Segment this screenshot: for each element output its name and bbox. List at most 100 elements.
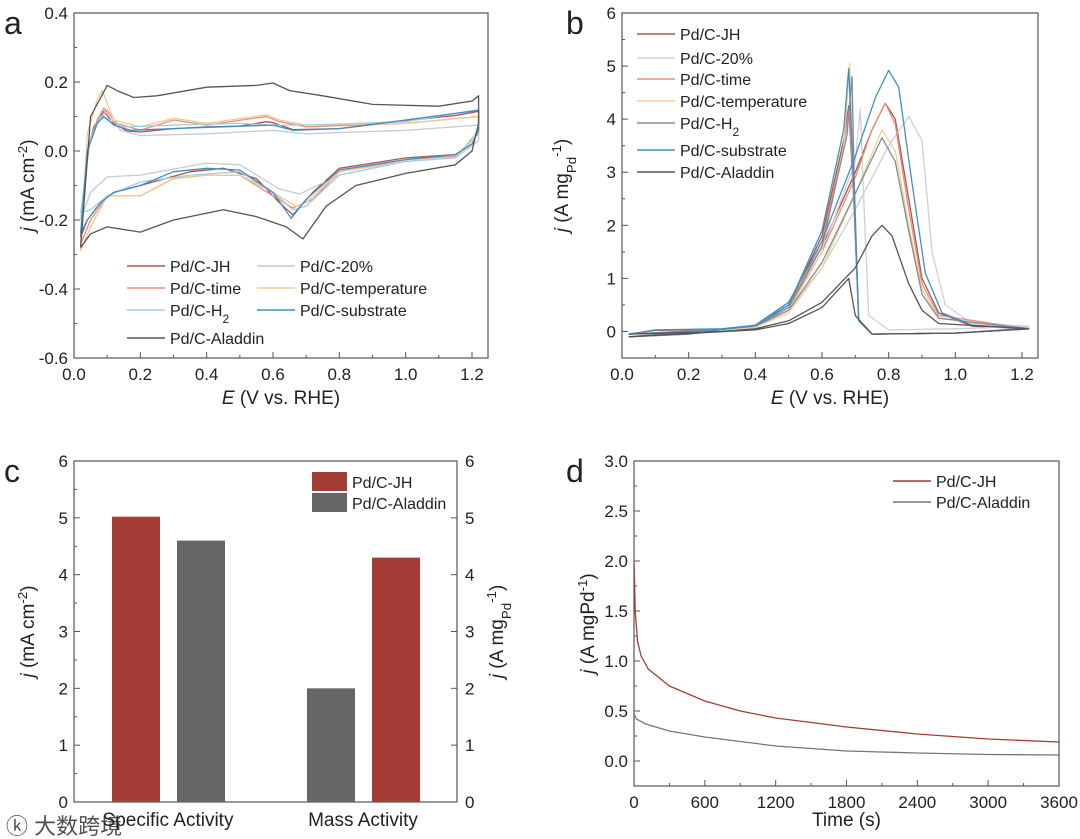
x-tick-label: 0.4: [195, 365, 219, 384]
y-axis-label: j (A mgPd-1): [549, 139, 579, 236]
y-tick-label: 0: [607, 322, 616, 341]
label-part: -1: [484, 591, 499, 603]
x-tick-label: 1.0: [944, 365, 968, 384]
label-part: 2: [732, 125, 739, 139]
x-axis-label: E (V vs. RHE): [771, 388, 889, 409]
label-part: ): [18, 585, 39, 591]
series-line-pd-c-h2: [628, 76, 1030, 338]
y-tick-label: 4: [607, 110, 616, 129]
y-tick-label: 0.0: [604, 752, 628, 771]
label-part: ): [578, 573, 599, 579]
x-tick-label: 0.0: [62, 365, 86, 384]
x-tick-label: 1800: [828, 793, 866, 812]
label-part: j: [578, 669, 599, 677]
y-tick-label: -0.2: [39, 211, 68, 230]
label-part: (V vs. RHE): [235, 388, 341, 409]
label-part: j: [18, 673, 39, 681]
label-part: j: [552, 227, 573, 235]
label-part: Pd/C-H: [170, 303, 222, 320]
legend-label: Pd/C-JH: [680, 27, 740, 44]
label-part: (mA cm: [18, 604, 39, 674]
y-tick-label: 2: [59, 679, 68, 698]
label-part: (A mgPd: [578, 591, 599, 669]
x-tick-label: 0.4: [744, 365, 768, 384]
legend-label: Pd/C-Aladdin: [170, 331, 264, 348]
legend-label: Pd/C-time: [680, 72, 751, 89]
y-right-tick-label: 0: [465, 793, 474, 812]
panel-letter: c: [4, 453, 20, 489]
x-tick-label: 0: [629, 793, 638, 812]
x-tick-label: 1.2: [460, 365, 484, 384]
legend-label: Pd/C-time: [170, 281, 241, 298]
series-line-pd-c-substrate: [79, 109, 480, 235]
legend-label: Pd/C-Aladdin: [352, 496, 446, 513]
label-part: 2: [222, 312, 229, 326]
y-tick-label: 4: [59, 566, 68, 585]
label-part: -1: [575, 580, 590, 592]
legend-label: Pd/C-JH: [352, 475, 412, 492]
bar-pd-c-jh: [372, 557, 420, 802]
x-tick-label: 0.8: [877, 365, 901, 384]
x-tick-label: 1200: [757, 793, 795, 812]
panel-letter: d: [566, 453, 584, 489]
x-tick-label: 1.0: [394, 365, 418, 384]
y-tick-label: 1: [607, 269, 616, 288]
legend-label: Pd/C-temperature: [300, 281, 427, 298]
bar-pd-c-aladdin: [177, 540, 225, 802]
y-axis-label: j (mA cm-2): [15, 139, 40, 234]
x-axis-label: E (V vs. RHE): [222, 388, 340, 409]
series-line-pd-c-jh: [634, 560, 1059, 743]
x-tick-label: 1.2: [1010, 365, 1034, 384]
legend-label: Pd/C-substrate: [680, 143, 787, 160]
legend-label: Pd/C-20%: [300, 259, 373, 276]
y-tick-label: 3: [607, 163, 616, 182]
y-right-tick-label: 5: [465, 509, 474, 528]
series-line-pd-c-time: [79, 107, 480, 245]
legend-label: Pd/C-JH: [936, 474, 996, 491]
y-tick-label: 5: [59, 509, 68, 528]
y-tick-label: 1: [59, 736, 68, 755]
y-right-tick-label: 3: [465, 623, 474, 642]
x-tick-label: 0.6: [261, 365, 285, 384]
label-part: (A mg: [552, 173, 573, 228]
bar-pd-c-jh: [112, 516, 160, 802]
panel-letter: b: [566, 5, 584, 41]
label-part: Pd: [499, 603, 514, 619]
y-right-tick-label: 6: [465, 452, 474, 471]
x-tick-label: 3000: [969, 793, 1007, 812]
y-tick-label: 2.5: [604, 502, 628, 521]
y-right-tick-label: 1: [465, 736, 474, 755]
plot-frame: [621, 12, 1039, 359]
y-tick-label: -0.4: [39, 280, 68, 299]
x-tick-label: 0.0: [610, 365, 634, 384]
y-axis-label: j (mA cm-2): [15, 585, 40, 680]
y-tick-label: 2: [607, 216, 616, 235]
legend-label: Pd/C-20%: [680, 51, 753, 68]
watermark: ⓚ 大数跨境: [6, 814, 122, 839]
plot-frame: [73, 12, 489, 359]
y-tick-label: 6: [607, 4, 616, 23]
y-tick-label: 6: [59, 452, 68, 471]
x-tick-label: 3600: [1040, 793, 1078, 812]
label-part: (V vs. RHE): [784, 388, 890, 409]
y-tick-label: 2.0: [604, 552, 628, 571]
series-line-pd-c-aladdin: [79, 82, 480, 248]
x-tick-label: 0.8: [328, 365, 352, 384]
y-tick-label: 0.5: [604, 702, 628, 721]
panel-c: c0 01 12 23 34 45 56 6j (mA cm-2)j (A mgPd-1)Pd…: [4, 452, 514, 831]
y-axis-label: j (A mgPd-1): [575, 573, 600, 677]
label-part: E: [771, 388, 784, 409]
series-line-pd-c-h2: [79, 108, 480, 214]
legend-label: Pd/C-H2: [680, 116, 739, 139]
legend-label: Pd/C-Aladdin: [936, 495, 1030, 512]
bar-pd-c-aladdin: [307, 688, 355, 802]
x-axis-label: Time (s): [812, 810, 881, 831]
series-line-pd-c-temperature: [79, 89, 480, 252]
y-tick-label: 0: [59, 793, 68, 812]
y-tick-label: -0.6: [39, 349, 68, 368]
x-tick-label: 0.2: [677, 365, 701, 384]
label-part: -1: [549, 145, 564, 157]
series-line-pd-c-aladdin: [634, 713, 1059, 756]
y-right-axis-label: j (A mgPd-1): [484, 585, 514, 682]
